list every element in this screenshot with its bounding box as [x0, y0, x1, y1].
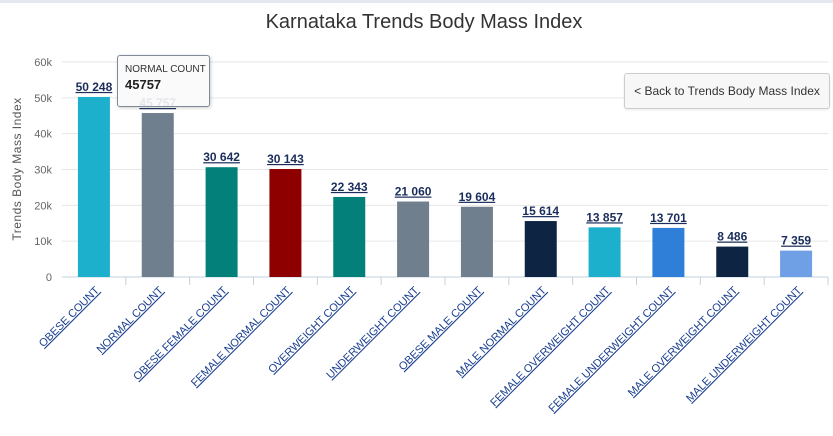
- x-tick-label: FEMALE OVERWEIGHT COUNT: [488, 284, 613, 409]
- tooltip-value: 45757: [125, 77, 162, 92]
- bar: [588, 227, 621, 277]
- data-label: 13 857: [586, 210, 623, 224]
- x-tick-label: OBESE COUNT: [37, 284, 102, 349]
- tooltip: NORMAL COUNT 45757: [117, 55, 210, 107]
- bar: [716, 246, 749, 277]
- bar: [333, 196, 366, 277]
- chart-title: Karnataka Trends Body Mass Index: [266, 11, 583, 33]
- y-axis-label: Trends Body Mass Index: [10, 97, 24, 240]
- data-label: 7 359: [781, 234, 811, 248]
- data-label: 15 614: [522, 204, 559, 218]
- bar: [77, 96, 110, 277]
- tooltip-series-name: NORMAL COUNT: [125, 64, 206, 75]
- y-tick-label: 40k: [34, 129, 52, 141]
- bars: [77, 96, 813, 277]
- data-label: 13 701: [650, 211, 687, 225]
- data-label: 30 143: [267, 152, 304, 166]
- y-tick-label: 10k: [34, 236, 52, 248]
- bar: [652, 227, 685, 277]
- bar: [460, 206, 493, 277]
- bar: [524, 221, 557, 277]
- data-label: 22 343: [331, 180, 368, 194]
- y-tick-label: 20k: [34, 200, 52, 212]
- y-axis-ticks: 0 10k 20k 30k 40k 50k 60k: [34, 57, 52, 284]
- bar: [141, 113, 174, 277]
- bar: [205, 167, 238, 277]
- bar: [780, 250, 813, 277]
- x-tick-label: NORMAL COUNT: [95, 284, 166, 355]
- y-tick-label: 30k: [34, 165, 52, 177]
- x-tick-label: MALE OVERWEIGHT COUNT: [626, 284, 741, 399]
- bar: [397, 201, 430, 277]
- back-to-trends-button[interactable]: < Back to Trends Body Mass Index: [624, 73, 830, 109]
- data-label: 30 642: [203, 150, 240, 164]
- top-border: [0, 0, 833, 3]
- bar: [269, 168, 302, 277]
- data-label: 50 248: [76, 80, 113, 94]
- data-label: 8 486: [717, 230, 747, 244]
- data-label: 21 060: [395, 185, 432, 199]
- x-tick-label: MALE UNDERWEIGHT COUNT: [684, 284, 804, 404]
- y-tick-label: 50k: [34, 93, 52, 105]
- y-tick-label: 60k: [34, 57, 52, 69]
- x-tick-label: FEMALE UNDERWEIGHT COUNT: [546, 284, 676, 414]
- y-tick-label: 0: [46, 272, 52, 284]
- data-label: 19 604: [459, 190, 496, 204]
